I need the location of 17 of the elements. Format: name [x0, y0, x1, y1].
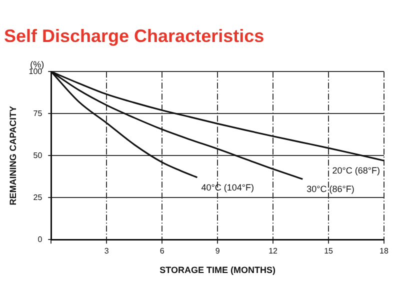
- chart-title: Self Discharge Characteristics: [4, 26, 264, 46]
- series-label: 30°C (86°F): [306, 184, 354, 194]
- series-label: 20°C (68°F): [332, 166, 380, 176]
- y-tick-label: 25: [33, 192, 43, 202]
- y-tick-label: 0: [38, 234, 43, 244]
- y-tick-label: 75: [33, 108, 43, 118]
- y-tick-label: 50: [33, 150, 43, 160]
- x-tick-label: 12: [268, 246, 278, 256]
- x-tick-label: 3: [104, 246, 110, 256]
- text: (%): [30, 60, 44, 70]
- x-tick-label: 18: [380, 246, 389, 256]
- x-tick-label: 15: [324, 246, 334, 256]
- x-axis-title: STORAGE TIME (MONTHS): [160, 265, 276, 276]
- series-label: 40°C (104°F): [201, 182, 254, 192]
- x-tick-label: 9: [215, 246, 220, 256]
- y-axis-title: REMAINING CAPACITY: [8, 106, 18, 206]
- x-tick-label: 6: [160, 246, 165, 256]
